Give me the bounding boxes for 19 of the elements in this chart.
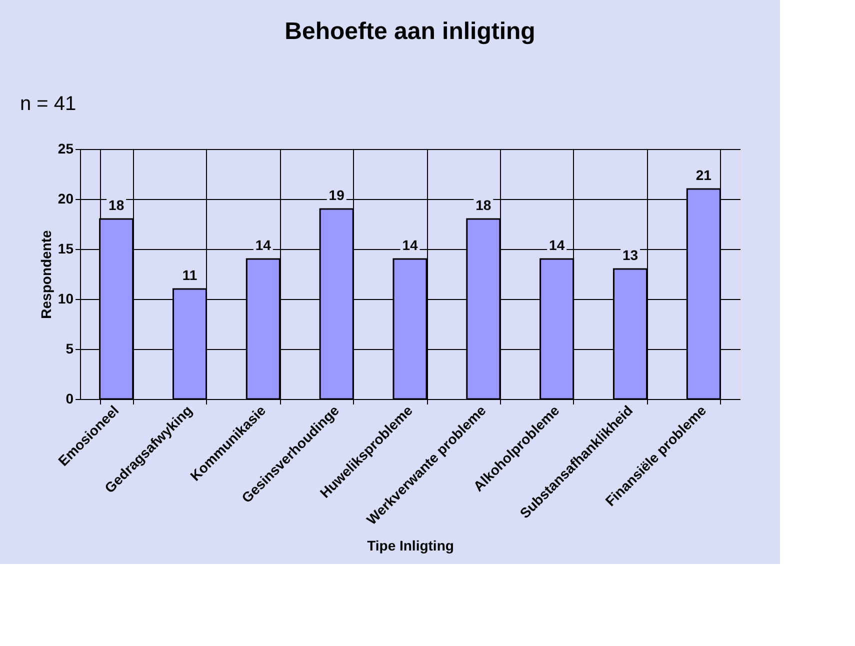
y-tick-label: 10 [58,290,74,306]
chart-title: Behoefte aan inligting [284,18,536,45]
data-label: 14 [402,237,418,253]
y-tick-label: 25 [58,140,74,156]
data-label: 11 [182,267,198,283]
x-axis-title: Tipe Inligting [367,538,454,554]
data-label: 19 [328,187,345,203]
text: n = 41 [20,93,76,115]
data-label: 18 [476,197,492,213]
data-label: 18 [108,197,124,213]
y-axis-title: Respondente [38,230,54,319]
data-label: 14 [549,237,565,253]
data-label: 21 [696,167,712,183]
data-label: 14 [255,237,272,253]
y-tick-label: 20 [58,190,74,206]
y-tick-label: 5 [66,340,74,356]
y-tick-label: 15 [58,240,74,256]
y-tick-label: 0 [66,390,74,406]
data-label: 13 [622,247,638,263]
